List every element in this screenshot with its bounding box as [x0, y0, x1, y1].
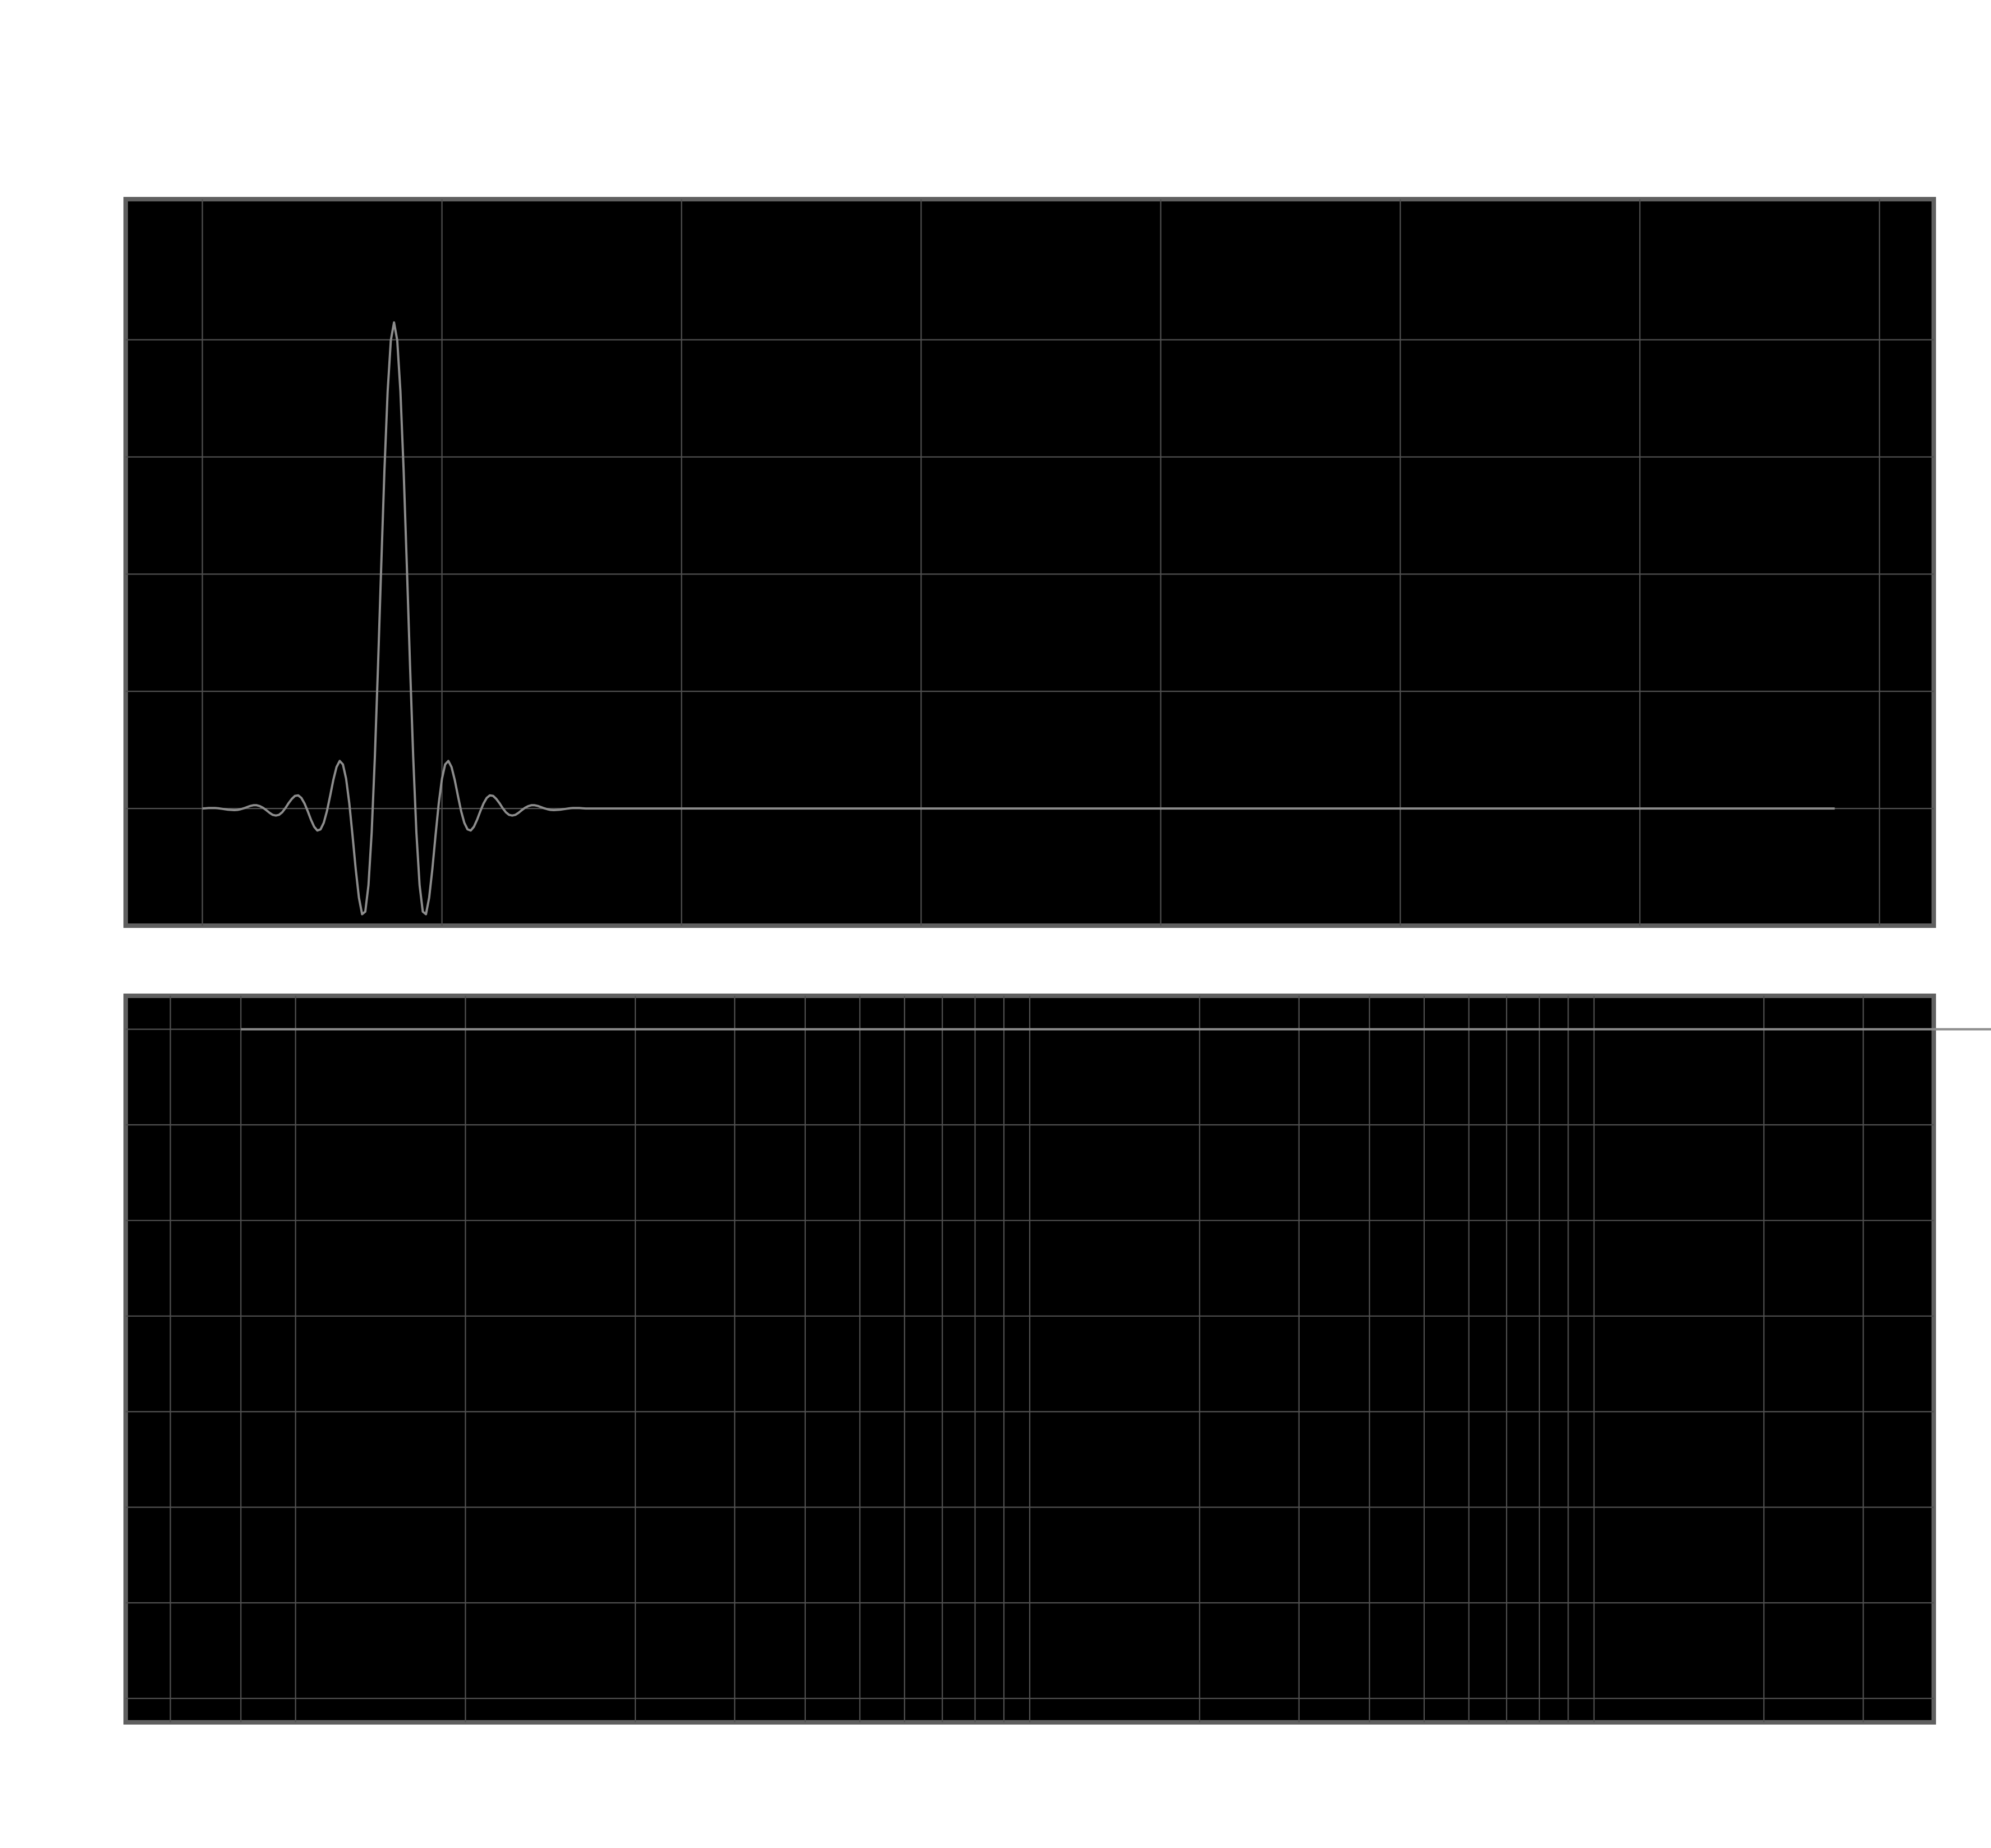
impulse-response-panel [123, 197, 1936, 928]
impulse-response-line [202, 321, 1835, 916]
impulse-response-plot-area [123, 197, 1936, 928]
impulse-response-grid [126, 199, 1934, 926]
magnitude-response-grid [126, 996, 1934, 1722]
magnitude-response-panel [123, 994, 1991, 1725]
